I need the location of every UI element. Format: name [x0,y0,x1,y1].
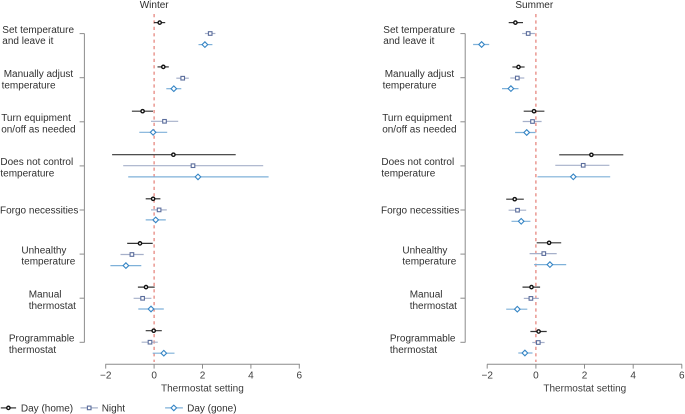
svg-text:on/off as needed: on/off as needed [382,124,456,135]
svg-text:4: 4 [248,371,254,382]
svg-text:−2: −2 [481,371,493,382]
svg-text:temperature: temperature [2,80,56,91]
svg-text:Set temperature: Set temperature [2,25,74,36]
svg-text:6: 6 [679,371,685,382]
svg-text:0: 0 [151,371,157,382]
svg-text:6: 6 [297,371,303,382]
svg-text:Thermostat setting: Thermostat setting [543,384,626,395]
svg-text:Does not control: Does not control [381,157,454,168]
svg-text:Manual: Manual [410,290,443,301]
svg-text:Forgo necessities: Forgo necessities [0,206,78,217]
svg-text:Summer: Summer [515,0,553,11]
svg-text:temperature: temperature [21,257,75,268]
svg-text:Thermostat setting: Thermostat setting [161,384,244,395]
svg-text:temperature: temperature [402,257,456,268]
svg-text:Programmable: Programmable [390,334,456,345]
svg-text:Turn equipment: Turn equipment [382,113,452,124]
svg-text:2: 2 [200,371,206,382]
svg-text:Night: Night [102,404,126,414]
svg-text:4: 4 [630,371,636,382]
svg-text:Manually adjust: Manually adjust [4,69,74,80]
svg-text:Forgo necessities: Forgo necessities [381,206,459,217]
svg-text:on/off as needed: on/off as needed [1,124,75,135]
svg-text:Manually adjust: Manually adjust [385,69,455,80]
svg-text:Does not control: Does not control [0,157,73,168]
svg-text:Unhealthy: Unhealthy [402,245,447,256]
svg-text:temperature: temperature [383,80,437,91]
svg-text:Day (gone): Day (gone) [187,404,236,414]
svg-text:Turn equipment: Turn equipment [1,113,71,124]
svg-text:thermostat: thermostat [29,301,76,312]
svg-text:temperature: temperature [381,169,435,180]
svg-text:Manual: Manual [29,290,62,301]
svg-text:thermostat: thermostat [9,345,56,356]
svg-text:2: 2 [582,371,588,382]
svg-text:thermostat: thermostat [410,301,457,312]
svg-text:Set temperature: Set temperature [383,25,455,36]
svg-text:0: 0 [533,371,539,382]
svg-text:and leave it: and leave it [383,36,434,47]
svg-text:Unhealthy: Unhealthy [21,245,66,256]
svg-text:Programmable: Programmable [9,334,75,345]
svg-text:−2: −2 [100,371,112,382]
svg-text:temperature: temperature [0,169,54,180]
svg-text:thermostat: thermostat [390,345,437,356]
svg-text:Winter: Winter [140,0,170,11]
svg-text:and leave it: and leave it [2,36,53,47]
svg-text:Day (home): Day (home) [21,404,73,414]
